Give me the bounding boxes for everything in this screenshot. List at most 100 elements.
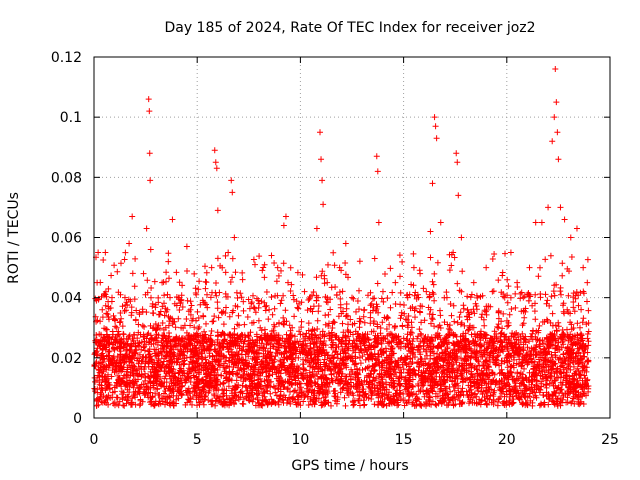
data-point [433, 135, 440, 142]
data-point [342, 240, 349, 247]
data-point [476, 330, 483, 337]
data-point [282, 213, 289, 220]
data-point [251, 261, 258, 268]
data-point [307, 306, 314, 313]
data-point [143, 225, 150, 232]
data-point [526, 264, 533, 271]
data-point [136, 309, 143, 316]
data-point [212, 159, 219, 166]
data-point [147, 177, 154, 184]
data-point [324, 279, 331, 286]
data-point [375, 219, 382, 226]
data-point [208, 264, 215, 271]
data-point [398, 354, 405, 361]
data-point [458, 234, 465, 241]
data-point [538, 219, 545, 226]
data-point [105, 339, 112, 346]
data-point [404, 294, 411, 301]
data-point [392, 279, 399, 286]
data-point [549, 138, 556, 145]
data-point [289, 324, 296, 331]
data-point [349, 294, 355, 301]
data-point [495, 309, 502, 316]
data-point [113, 324, 120, 331]
y-tick-label: 0 [73, 411, 82, 427]
data-point [145, 96, 152, 103]
data-point [320, 201, 327, 208]
data-point [280, 222, 287, 229]
data-point [507, 249, 514, 256]
data-point [336, 264, 343, 271]
data-point [371, 255, 378, 262]
data-point [285, 279, 292, 286]
data-point [175, 294, 182, 301]
data-point [146, 108, 153, 115]
data-point [235, 312, 242, 319]
data-point [94, 279, 101, 286]
data-point [109, 360, 116, 367]
data-point [561, 216, 568, 223]
data-point [190, 315, 197, 322]
data-point [584, 279, 591, 286]
data-point [423, 288, 430, 295]
data-point [464, 306, 471, 313]
data-point [95, 249, 102, 256]
data-point [429, 180, 436, 187]
data-point [367, 309, 374, 316]
data-point [514, 279, 521, 286]
data-point [318, 156, 325, 163]
data-point [417, 270, 424, 277]
data-point [361, 306, 368, 313]
data-point [228, 177, 235, 184]
data-point [432, 123, 439, 130]
data-point [319, 177, 326, 184]
data-point [225, 249, 232, 256]
data-point [202, 285, 209, 292]
y-tick-label: 0.04 [51, 291, 82, 307]
y-tick-label: 0.06 [51, 231, 82, 247]
data-point [567, 234, 574, 241]
data-point [140, 270, 147, 277]
data-point [146, 150, 153, 157]
data-point [573, 225, 580, 232]
data-point [483, 264, 490, 271]
data-point [117, 366, 124, 373]
data-point [554, 129, 561, 136]
data-point [98, 369, 105, 376]
data-point [131, 348, 138, 355]
data-point [295, 354, 302, 361]
data-point [262, 330, 269, 337]
data-point [256, 300, 263, 307]
y-tick-label: 0.02 [51, 351, 82, 367]
data-point [532, 219, 539, 226]
data-point [455, 192, 462, 199]
data-point [386, 321, 393, 328]
data-point [437, 219, 444, 226]
data-point [231, 234, 238, 241]
data-point [169, 216, 176, 223]
data-point [552, 66, 559, 73]
data-point [245, 348, 252, 355]
x-axis-ticks: 0 5 10 15 20 25 [90, 57, 619, 448]
data-point [165, 258, 172, 265]
data-point [557, 204, 564, 211]
data-point [147, 246, 154, 253]
x-tick-label: 25 [601, 432, 619, 448]
data-point [501, 294, 508, 301]
data-point [453, 150, 460, 157]
data-point [211, 147, 218, 154]
x-tick-label: 10 [291, 432, 309, 448]
chart-title: Day 185 of 2024, Rate Of TEC Index for r… [164, 20, 535, 36]
data-point [121, 294, 128, 301]
data-point [196, 366, 203, 373]
data-point [379, 288, 386, 295]
y-axis-ticks: 0 0.02 0.04 0.06 0.08 0.1 0.12 [51, 50, 610, 427]
data-point [99, 306, 106, 313]
data-point [374, 168, 381, 175]
data-point [410, 264, 417, 271]
data-point [313, 225, 320, 232]
data-point [431, 114, 438, 121]
x-axis-label: GPS time / hours [291, 458, 408, 474]
data-point [154, 360, 161, 367]
